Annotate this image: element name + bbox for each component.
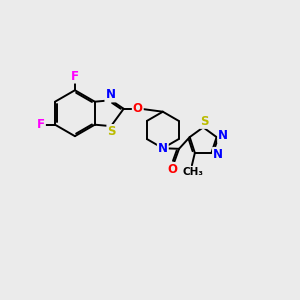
Text: F: F (71, 70, 79, 83)
Text: N: N (213, 148, 223, 161)
Text: O: O (167, 163, 178, 176)
Text: S: S (200, 115, 208, 128)
Text: S: S (107, 125, 116, 138)
Text: O: O (133, 102, 143, 115)
Text: N: N (158, 142, 168, 155)
Text: CH₃: CH₃ (182, 167, 203, 177)
Text: F: F (37, 118, 45, 131)
Text: N: N (105, 88, 116, 101)
Text: N: N (218, 129, 228, 142)
